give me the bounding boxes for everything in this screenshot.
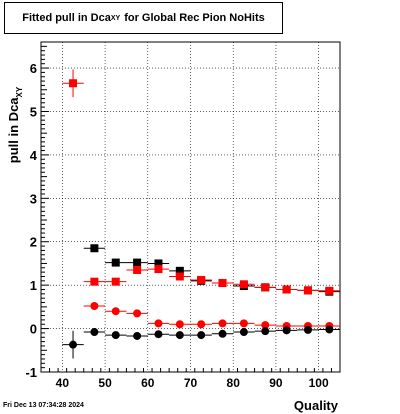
- data-point-square: [69, 79, 78, 88]
- data-point-circle: [175, 331, 184, 340]
- x-tick-label: 70: [184, 376, 198, 390]
- data-point-circle: [218, 329, 227, 338]
- y-tick-label: 4: [30, 148, 38, 163]
- data-point-square: [175, 272, 184, 281]
- data-point-circle: [261, 327, 270, 336]
- data-point-square: [111, 277, 120, 286]
- y-axis-label-main: pull in Dca: [6, 97, 21, 164]
- y-tick-label: 1: [30, 278, 37, 293]
- title-subscript: XY: [110, 14, 121, 22]
- y-tick-label: 0: [30, 322, 37, 337]
- title-main: Fitted pull in Dca: [22, 12, 111, 24]
- data-point-square: [154, 265, 163, 274]
- data-point-square: [175, 266, 184, 275]
- data-point-square: [133, 265, 142, 274]
- data-point-circle: [90, 302, 99, 310]
- x-tick-label: 40: [56, 376, 70, 390]
- data-point-square: [303, 286, 312, 295]
- y-tick-label: 2: [30, 235, 37, 250]
- data-point-circle: [154, 330, 163, 339]
- data-point-square: [133, 258, 142, 267]
- svg-text:pull in DcaXY: pull in DcaXY: [6, 86, 24, 163]
- data-point-circle: [175, 320, 184, 329]
- series-layer: [62, 69, 340, 359]
- data-point-square: [261, 283, 270, 292]
- y-axis-label-sub: XY: [15, 86, 24, 97]
- data-point-circle: [282, 326, 291, 335]
- data-point-circle: [197, 320, 206, 329]
- data-point-circle: [325, 325, 334, 334]
- data-point-square: [154, 259, 163, 268]
- x-tick-label: 60: [141, 376, 155, 390]
- data-point-square: [325, 286, 334, 295]
- data-point-circle: [90, 328, 99, 337]
- y-tick-label: 6: [30, 61, 37, 76]
- data-point-square: [197, 275, 206, 284]
- data-point-circle: [69, 340, 78, 349]
- data-point-circle: [239, 319, 248, 328]
- x-tick-label: 100: [309, 376, 329, 390]
- y-tick-label: 3: [30, 191, 37, 206]
- data-point-circle: [154, 319, 163, 328]
- data-point-square: [90, 244, 99, 253]
- data-point-circle: [111, 331, 120, 340]
- series-3: [62, 325, 340, 359]
- y-tick-label: 5: [30, 104, 37, 119]
- ticks-layer: 40 50 60 70 80 90 100 -1 0 1 2 3 4 5 6: [25, 41, 341, 390]
- chart-title: Fitted pull in Dca XY for Global Rec Pion …: [4, 2, 283, 34]
- title-suffix: for Global Rec Pion NoHits: [124, 12, 265, 24]
- data-point-circle: [261, 321, 270, 330]
- x-tick-label: 50: [98, 376, 112, 390]
- data-point-circle: [239, 328, 248, 337]
- data-point-square: [239, 280, 248, 289]
- data-point-square: [111, 258, 120, 267]
- data-point-square: [218, 278, 227, 287]
- data-point-circle: [133, 309, 142, 318]
- data-point-circle: [133, 331, 142, 340]
- x-axis-label: Quality: [294, 398, 339, 413]
- data-point-circle: [197, 331, 206, 340]
- series-1: [62, 69, 340, 295]
- x-tick-label: 80: [227, 376, 241, 390]
- data-point-circle: [303, 325, 312, 334]
- data-point-circle: [218, 319, 227, 328]
- y-axis-label: pull in DcaXY: [6, 86, 24, 163]
- data-point-circle: [111, 307, 120, 316]
- x-tick-label: 90: [269, 376, 283, 390]
- timestamp: Fri Dec 13 07:34:28 2024: [3, 402, 84, 409]
- data-point-square: [282, 285, 291, 294]
- data-point-square: [90, 277, 99, 286]
- y-tick-label: -1: [25, 365, 37, 380]
